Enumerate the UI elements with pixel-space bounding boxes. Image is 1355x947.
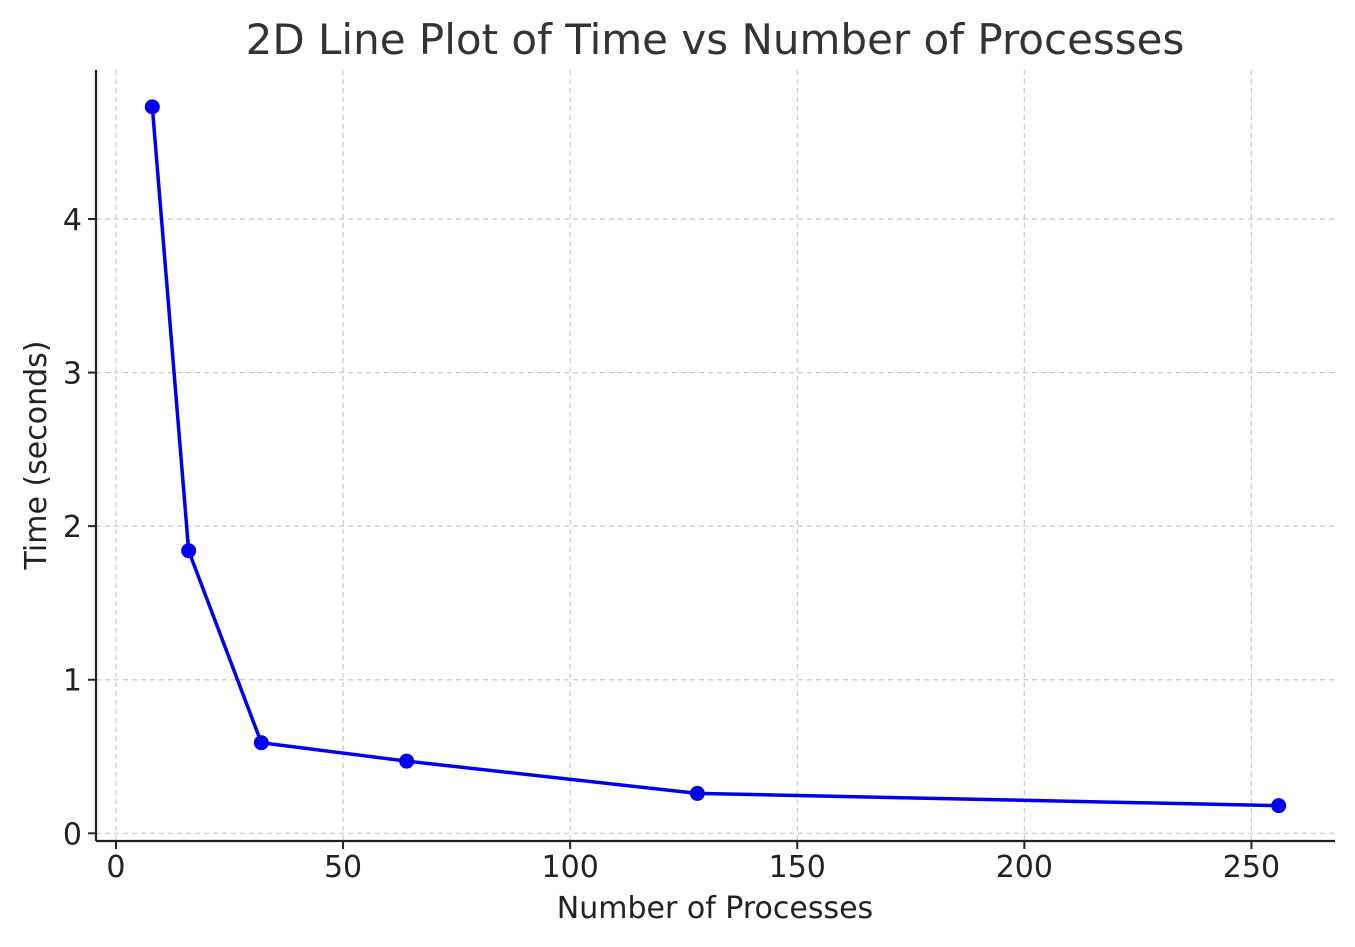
x-tick-label: 150 <box>769 850 826 885</box>
data-point <box>144 99 160 115</box>
series-line <box>150 106 1279 808</box>
data-point <box>181 543 197 559</box>
y-tick-label: 4 <box>63 203 82 238</box>
x-tick-label: 0 <box>106 850 125 885</box>
data-point <box>689 785 705 801</box>
y-tick-label: 1 <box>63 664 82 699</box>
y-tick-label: 0 <box>63 817 82 852</box>
tick-labels: 0 50 100 150 200 250 0 1 2 3 4 <box>63 203 1280 885</box>
y-axis-label: Time (seconds) <box>19 341 54 571</box>
x-tick-label: 200 <box>996 850 1053 885</box>
tick-marks <box>88 217 1253 849</box>
x-axis-label: Number of Processes <box>557 891 873 926</box>
axes <box>94 70 1335 843</box>
data-point <box>1271 798 1287 814</box>
y-tick-label: 2 <box>63 510 82 545</box>
data-point <box>253 735 269 751</box>
chart-title: 2D Line Plot of Time vs Number of Proces… <box>246 15 1185 64</box>
data-point <box>399 753 415 769</box>
x-tick-label: 50 <box>324 850 362 885</box>
x-tick-label: 100 <box>542 850 599 885</box>
x-tick-label: 250 <box>1223 850 1280 885</box>
data-series <box>144 99 1287 814</box>
y-tick-label: 3 <box>63 357 82 392</box>
grid <box>96 70 1335 841</box>
